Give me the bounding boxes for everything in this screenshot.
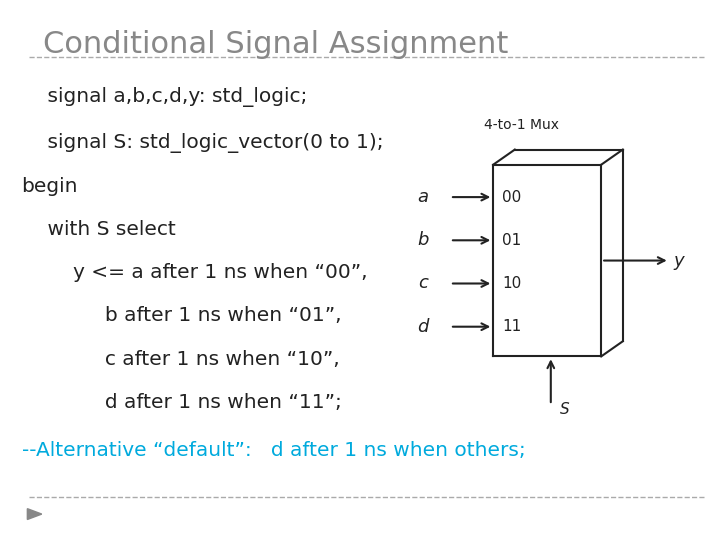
Text: with S select: with S select [22, 220, 176, 239]
Text: c after 1 ns when “10”,: c after 1 ns when “10”, [22, 349, 339, 369]
Text: S: S [559, 402, 569, 417]
Text: d: d [417, 318, 428, 336]
Text: c: c [418, 274, 428, 293]
Text: 4-to-1 Mux: 4-to-1 Mux [485, 118, 559, 132]
Text: signal a,b,c,d,y: std_logic;: signal a,b,c,d,y: std_logic; [22, 87, 307, 107]
Text: signal S: std_logic_vector(0 to 1);: signal S: std_logic_vector(0 to 1); [22, 133, 383, 153]
Text: y: y [673, 252, 684, 269]
Text: b: b [417, 231, 428, 249]
Text: 00: 00 [502, 190, 521, 205]
Text: 10: 10 [502, 276, 521, 291]
Text: 11: 11 [502, 319, 521, 334]
Polygon shape [27, 509, 42, 519]
Text: y <= a after 1 ns when “00”,: y <= a after 1 ns when “00”, [22, 263, 367, 282]
Text: b after 1 ns when “01”,: b after 1 ns when “01”, [22, 306, 341, 326]
Text: 01: 01 [502, 233, 521, 248]
Text: a: a [418, 188, 428, 206]
Text: begin: begin [22, 177, 78, 196]
Text: Conditional Signal Assignment: Conditional Signal Assignment [43, 30, 508, 59]
Text: d after 1 ns when “11”;: d after 1 ns when “11”; [22, 393, 341, 412]
Text: --Alternative “default”:   d after 1 ns when others;: --Alternative “default”: d after 1 ns wh… [22, 441, 526, 461]
